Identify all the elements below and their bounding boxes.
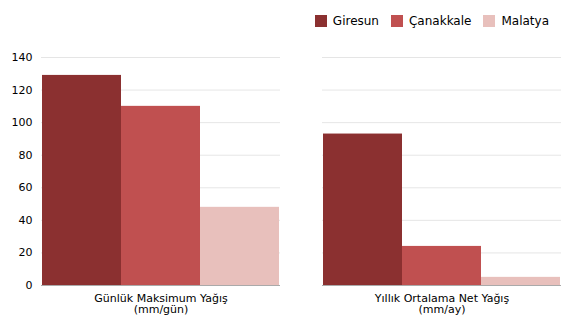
svg-text:20: 20: [19, 246, 33, 259]
html-text:Çanakkale: Çanakkale: [409, 13, 472, 28]
svg-text:Günlük Maksimum Yağış(mm/gün): Günlük Maksimum Yağış(mm/gün): [94, 292, 228, 316]
svg-text:120: 120: [12, 84, 33, 97]
svg-text:100: 100: [12, 116, 33, 129]
svg-text:80: 80: [19, 149, 33, 162]
svg-text:0: 0: [26, 279, 33, 292]
html-text:Malatya: Malatya: [501, 13, 549, 28]
svg-text:140: 140: [12, 51, 33, 64]
html-text:Giresun: Giresun: [332, 13, 379, 28]
svg-text:40: 40: [19, 214, 33, 227]
svg-text:60: 60: [19, 181, 33, 194]
svg-text:Yıllık Ortalama Net Yağış(mm/a: Yıllık Ortalama Net Yağış(mm/ay): [374, 292, 510, 316]
